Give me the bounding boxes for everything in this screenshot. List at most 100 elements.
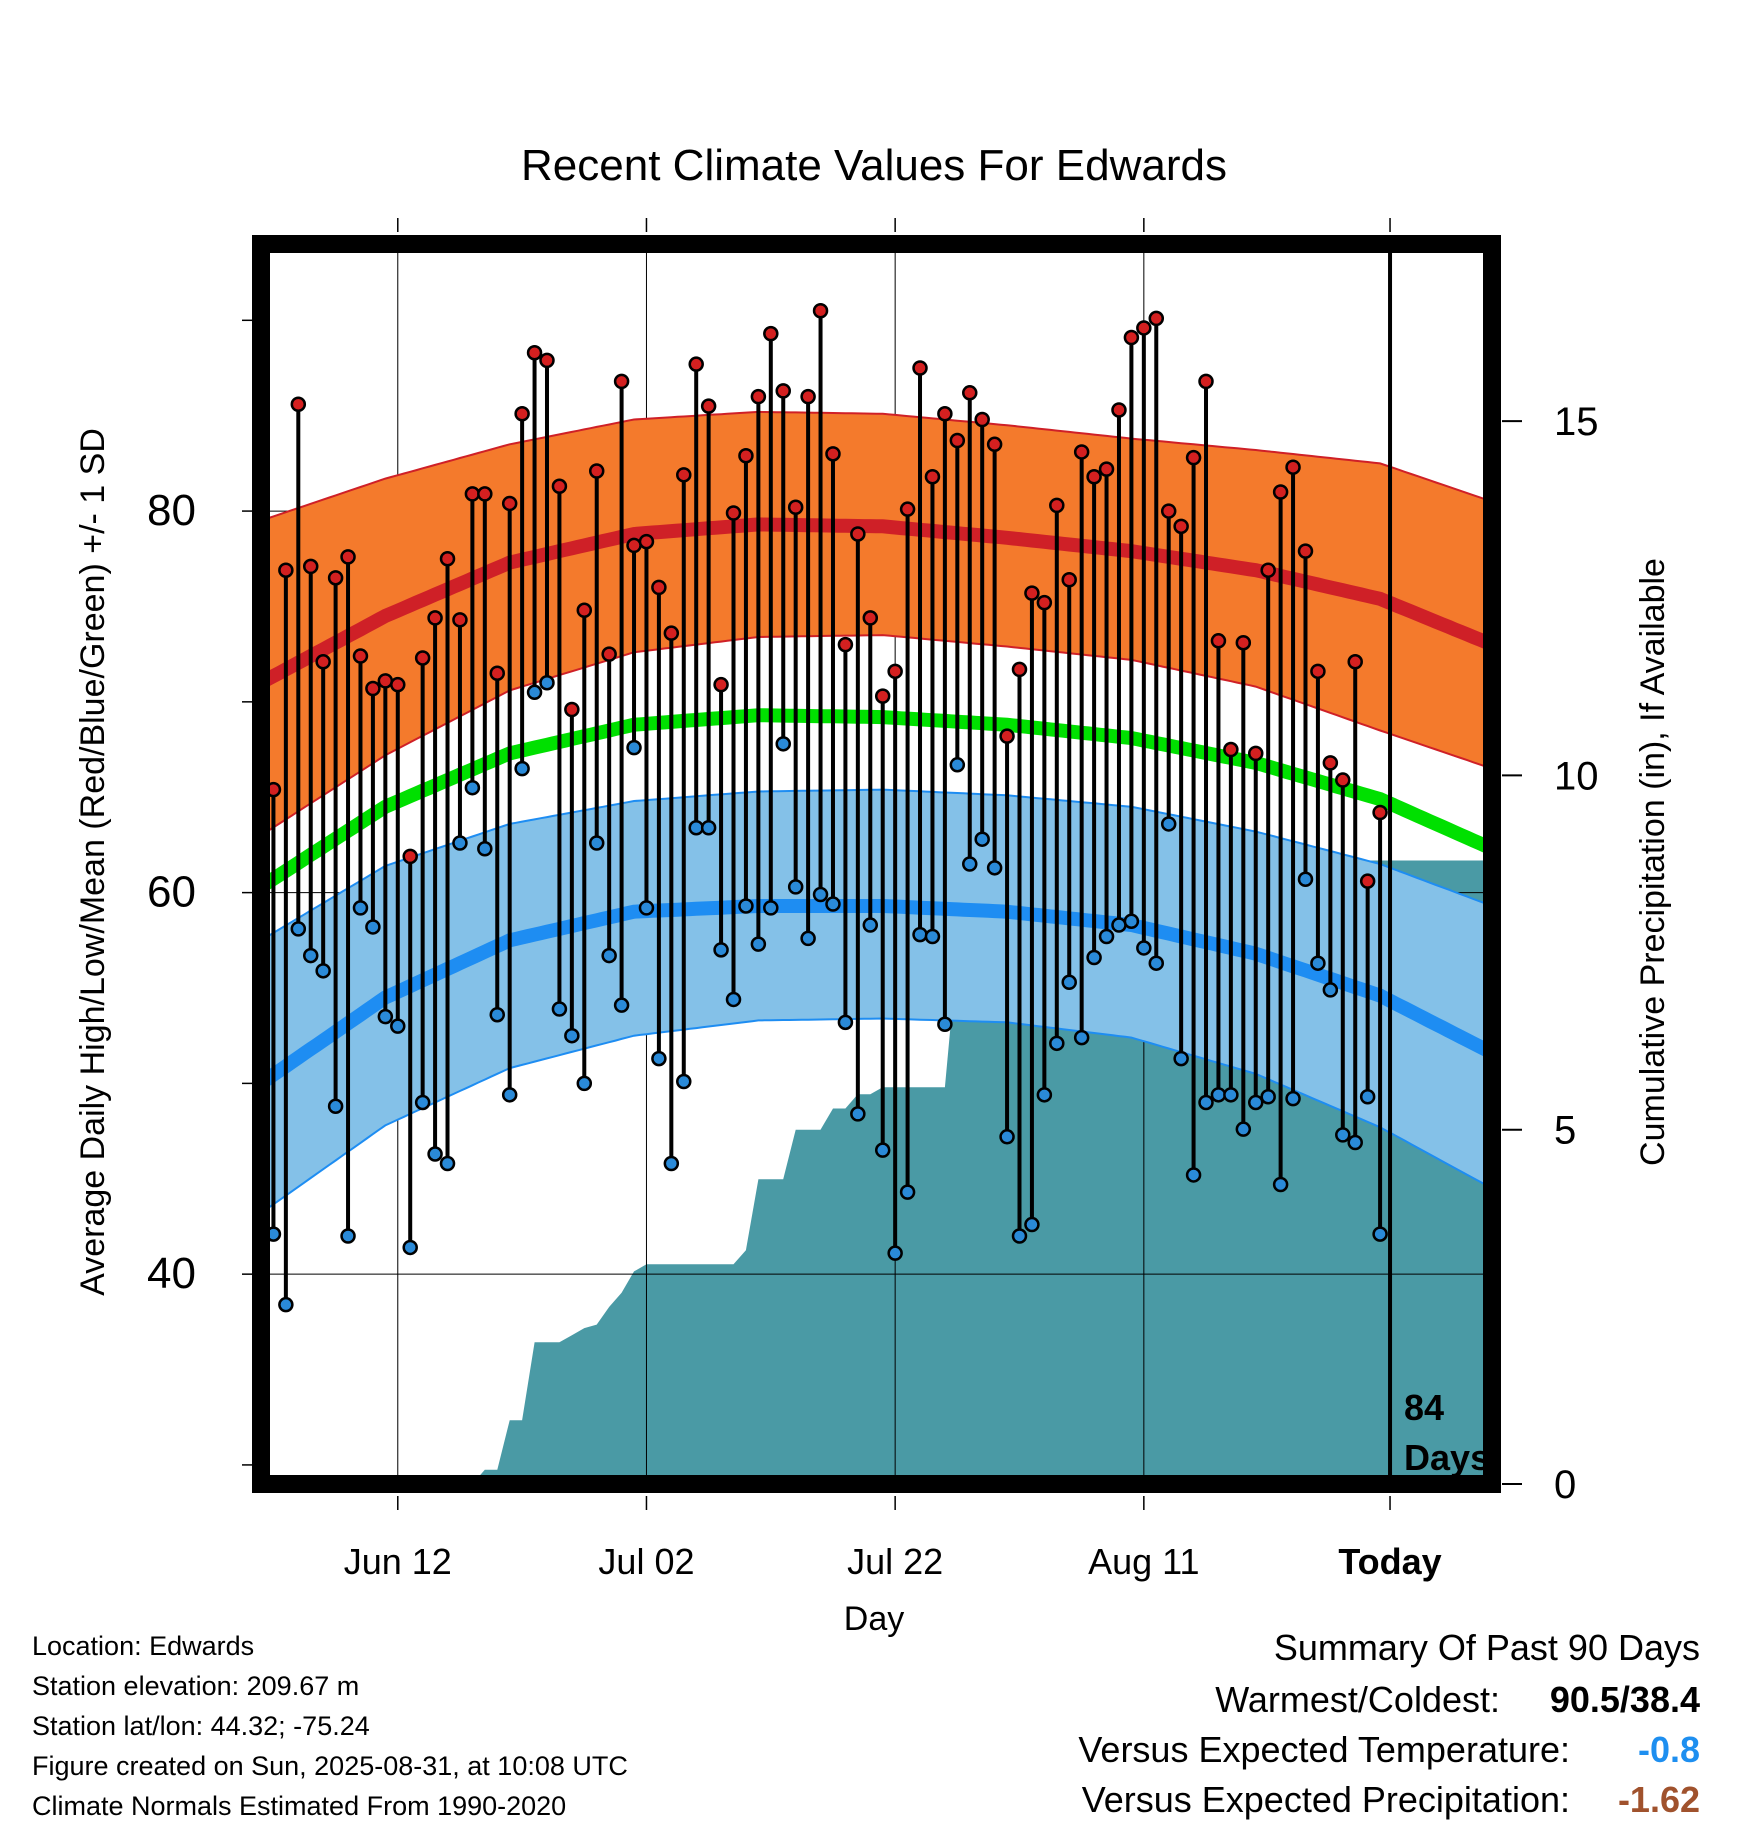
x-tick-label: Jun 12: [344, 1541, 452, 1582]
y-axis-label-left: Average Daily High/Low/Mean (Red/Blue/Gr…: [74, 428, 112, 1296]
daily-low-point: [1061, 974, 1077, 991]
daily-low-point: [613, 997, 630, 1013]
daily-high-point: [812, 303, 829, 319]
summary-warm-cold-value: 90.5/38.4: [1550, 1679, 1700, 1720]
daily-low-point: [937, 1016, 953, 1032]
daily-high-point: [1148, 310, 1165, 327]
summary-warm-cold-label: Warmest/Coldest:: [1215, 1679, 1500, 1720]
plot-frame: [252, 235, 1501, 1493]
daily-high-point: [452, 612, 468, 628]
daily-low-point: [949, 757, 966, 773]
daily-low-point: [688, 820, 704, 836]
daily-high-point: [315, 654, 331, 670]
y-axis-label-right: Cumulative Precipitation (in), If Availa…: [1634, 558, 1672, 1166]
daily-high-point: [402, 848, 418, 865]
daily-low-point: [302, 947, 319, 964]
daily-high-point: [1086, 468, 1102, 485]
daily-low-point: [812, 886, 829, 903]
daily-high-point: [912, 360, 928, 376]
daily-high-point: [800, 388, 816, 405]
daily-high-point: [576, 602, 593, 619]
daily-high-point: [464, 486, 481, 502]
daily-high-point: [750, 388, 767, 405]
daily-low-point: [1148, 955, 1165, 971]
daily-low-point: [290, 921, 307, 937]
high-mean-line: [257, 517, 1495, 689]
daily-high-point: [501, 495, 518, 512]
daily-high-point: [1272, 484, 1289, 500]
footer-latlon: Station lat/lon: 44.32; -75.24: [32, 1711, 370, 1741]
daily-high-point: [651, 579, 667, 596]
daily-low-point: [787, 879, 804, 895]
plot-area: 84 Days 40 60 80 0 5 10 15 Jun 12 Jul 02 Jul 22 Aug …: [147, 218, 1599, 1582]
daily-high-point: [1223, 741, 1239, 758]
daily-high-point: [974, 411, 990, 428]
daily-high-point: [526, 344, 543, 361]
daily-high-point: [1185, 449, 1202, 466]
daily-low-point: [825, 896, 841, 912]
daily-high-point: [663, 625, 680, 641]
daily-low-point: [278, 1296, 294, 1313]
daily-high-point: [1024, 585, 1040, 601]
daily-low-point: [1235, 1121, 1252, 1137]
daily-high-point: [1098, 461, 1115, 477]
daily-high-point: [439, 551, 456, 567]
daily-low-point: [1210, 1087, 1227, 1103]
daily-low-point: [340, 1228, 356, 1244]
daily-low-point: [564, 1027, 580, 1044]
daily-high-point: [390, 676, 406, 693]
daily-high-point: [340, 549, 356, 565]
daily-low-point: [1297, 871, 1314, 888]
daily-high-point: [949, 432, 966, 449]
daily-low-point: [738, 898, 754, 914]
daily-high-point: [1310, 663, 1326, 680]
daily-low-point: [887, 1245, 903, 1261]
daily-low-point: [514, 760, 530, 777]
daily-high-point: [377, 673, 394, 689]
daily-low-point: [713, 942, 729, 958]
daily-low-point: [477, 840, 493, 857]
daily-high-point: [613, 373, 630, 390]
daily-low-point: [414, 1094, 431, 1111]
daily-low-point: [1136, 940, 1152, 956]
daily-high-point: [924, 468, 941, 485]
daily-high-point: [1123, 329, 1140, 346]
today-days-label: Days: [1404, 1437, 1490, 1478]
daily-high-point: [688, 356, 704, 372]
low-mean-line: [257, 899, 1496, 1090]
daily-high-point: [1235, 634, 1252, 651]
daily-low-point: [1024, 1216, 1040, 1233]
daily-high-point: [862, 610, 879, 626]
daily-low-point: [526, 684, 543, 701]
daily-low-point: [837, 1014, 854, 1031]
x-tick-label: Jul 22: [847, 1541, 943, 1582]
daily-low-point: [850, 1106, 866, 1122]
daily-low-point: [924, 928, 941, 945]
daily-high-point: [874, 688, 891, 704]
daily-low-point: [489, 1006, 506, 1023]
footer-created: Figure created on Sun, 2025-08-31, at 10…: [32, 1751, 628, 1781]
daily-high-point: [1210, 633, 1227, 649]
daily-high-point: [327, 570, 344, 586]
daily-low-point: [1123, 913, 1140, 929]
daily-low-point: [501, 1087, 518, 1103]
daily-high-point: [477, 486, 493, 502]
summary-precip-label: Versus Expected Precipitation:: [1082, 1779, 1570, 1820]
summary-panel: Summary Of Past 90 Days Warmest/Coldest:…: [1078, 1627, 1700, 1820]
y-right-tick-label: 10: [1554, 754, 1599, 798]
normal-mean-line: [257, 708, 1495, 893]
x-axis-label: Day: [844, 1600, 904, 1638]
daily-high-point: [588, 463, 605, 479]
footer-elevation: Station elevation: 209.67 m: [32, 1671, 359, 1701]
chart-title: Recent Climate Values For Edwards: [521, 141, 1227, 190]
daily-low-point: [402, 1239, 418, 1256]
daily-high-point: [1173, 518, 1189, 535]
daily-low-point: [539, 675, 555, 691]
daily-high-point: [700, 398, 717, 414]
daily-high-point: [514, 406, 530, 422]
daily-low-point: [601, 947, 617, 964]
daily-high-point: [1136, 320, 1152, 336]
daily-high-point: [302, 558, 319, 575]
daily-high-point: [1372, 804, 1388, 821]
daily-low-point: [676, 1073, 692, 1090]
